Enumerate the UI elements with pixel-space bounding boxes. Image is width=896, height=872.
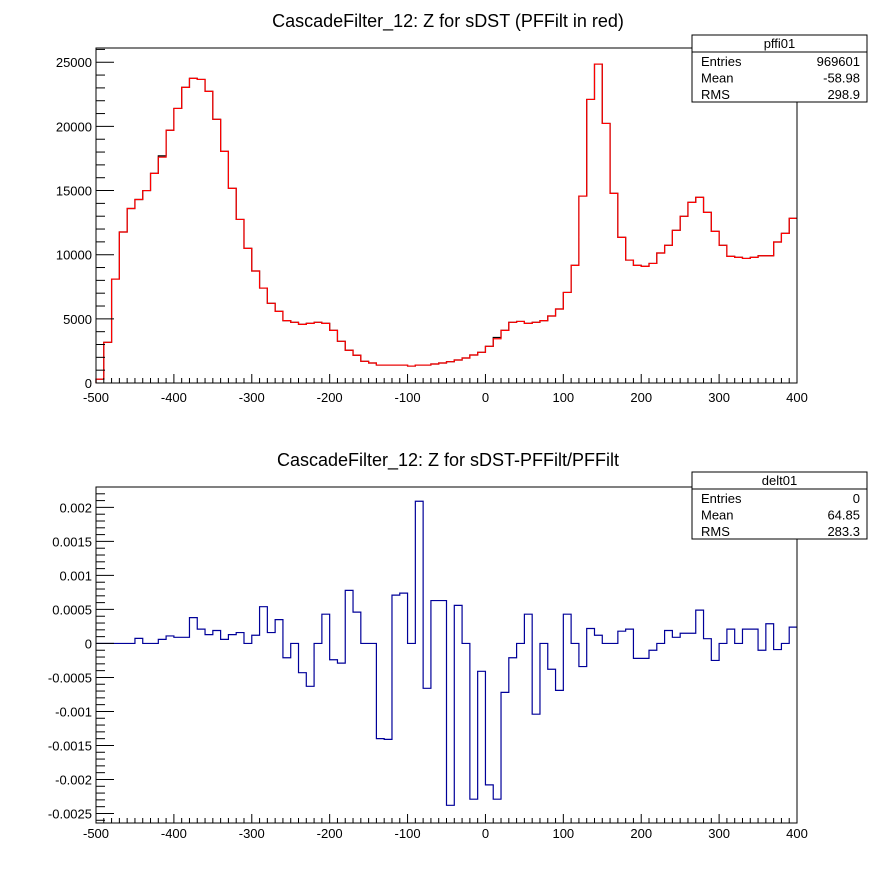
stats-label: Mean	[701, 71, 734, 86]
stats-value: 298.9	[827, 87, 860, 102]
chart-title: CascadeFilter_12: Z for sDST-PFFilt/PFFi…	[277, 450, 619, 471]
x-tick-label: -300	[239, 390, 265, 405]
stats-value: 283.3	[827, 524, 860, 539]
x-tick-label: 400	[786, 390, 808, 405]
x-tick-label: 0	[482, 390, 489, 405]
histogram-series-pffilt	[95, 63, 797, 383]
x-tick-label: 300	[708, 390, 730, 405]
stats-label: Entries	[701, 491, 742, 506]
y-tick-label: 10000	[56, 248, 92, 263]
x-tick-label: 0	[482, 826, 489, 841]
x-tick-label: -500	[83, 390, 109, 405]
stats-value: -58.98	[823, 71, 860, 86]
y-tick-label: 0.0015	[52, 534, 92, 549]
x-tick-label: -200	[317, 390, 343, 405]
panel-0: CascadeFilter_12: Z for sDST (PFFilt in …	[56, 11, 868, 405]
x-tick-label: 400	[786, 826, 808, 841]
y-tick-label: -0.0025	[48, 806, 92, 821]
y-tick-label: -0.0015	[48, 738, 92, 753]
stats-box: delt01 Entries 0 Mean 64.85 RMS 283.3	[691, 471, 868, 540]
x-tick-label: -100	[395, 390, 421, 405]
x-tick-label: -200	[317, 826, 343, 841]
chart-title: CascadeFilter_12: Z for sDST (PFFilt in …	[272, 11, 624, 32]
x-tick-label: -400	[161, 390, 187, 405]
x-tick-label: -100	[395, 826, 421, 841]
x-tick-label: -400	[161, 826, 187, 841]
stats-histogram-name: delt01	[762, 473, 797, 488]
x-tick-label: -300	[239, 826, 265, 841]
stats-box-frame	[691, 471, 868, 540]
x-tick-label: 200	[630, 826, 652, 841]
y-tick-label: 0.001	[59, 568, 92, 583]
y-tick-label: -0.0005	[48, 670, 92, 685]
stats-label: RMS	[701, 87, 730, 102]
histogram-series-delta	[96, 500, 797, 806]
histogram-series-sdst	[95, 63, 797, 383]
y-tick-label: -0.002	[55, 772, 92, 787]
y-tick-label: 0.002	[59, 500, 92, 515]
stats-box-frame	[691, 34, 868, 103]
x-tick-label: 100	[552, 826, 574, 841]
stats-value: 0	[853, 491, 860, 506]
y-tick-label: 15000	[56, 184, 92, 199]
x-tick-label: 200	[630, 390, 652, 405]
stats-value: 969601	[817, 54, 860, 69]
y-tick-label: 0	[85, 376, 92, 391]
stats-label: Entries	[701, 54, 742, 69]
panel-1: CascadeFilter_12: Z for sDST-PFFilt/PFFi…	[48, 450, 868, 841]
stats-box: pffi01 Entries 969601 Mean -58.98 RMS 298.9	[691, 34, 868, 103]
y-tick-label: 5000	[63, 312, 92, 327]
stats-label: Mean	[701, 508, 734, 523]
y-tick-label: 20000	[56, 119, 92, 134]
x-tick-label: -500	[83, 826, 109, 841]
stats-label: RMS	[701, 524, 730, 539]
stats-histogram-name: pffi01	[764, 36, 796, 51]
y-tick-label: -0.001	[55, 704, 92, 719]
x-tick-label: 300	[708, 826, 730, 841]
y-tick-label: 25000	[56, 55, 92, 70]
x-tick-label: 100	[552, 390, 574, 405]
stats-value: 64.85	[827, 508, 860, 523]
y-tick-label: 0.0005	[52, 602, 92, 617]
y-tick-label: 0	[85, 636, 92, 651]
